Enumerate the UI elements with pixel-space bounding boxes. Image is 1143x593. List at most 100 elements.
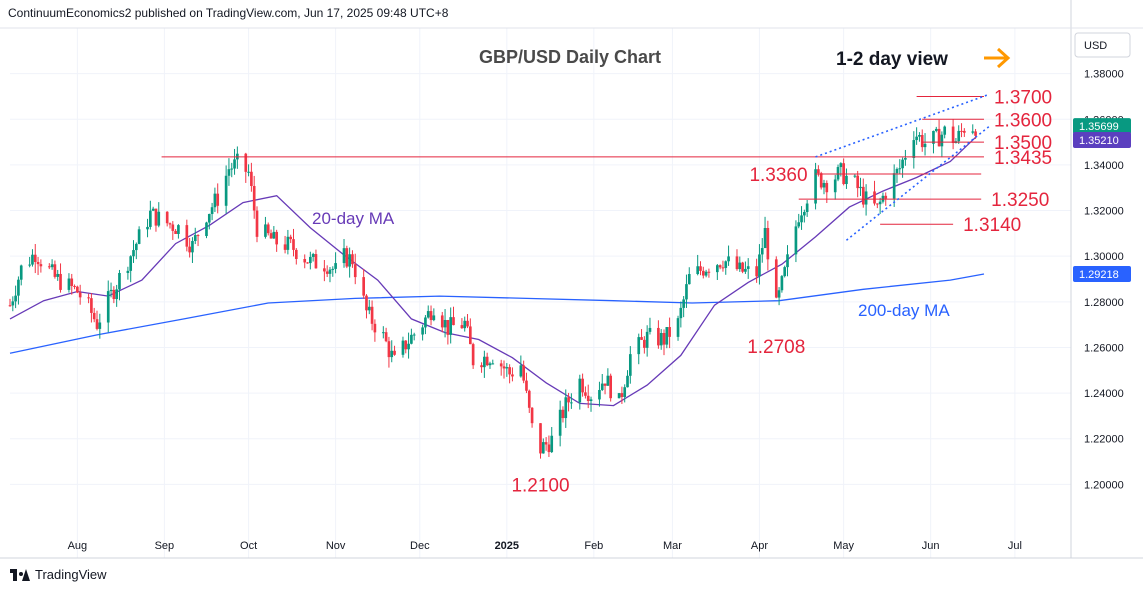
candle-body xyxy=(746,266,750,269)
candle-body xyxy=(744,268,747,272)
candle xyxy=(589,396,593,412)
candle-body xyxy=(36,261,40,265)
candle-body xyxy=(875,203,879,205)
candle xyxy=(522,360,525,384)
ma20-tag-label: 1.35210 xyxy=(1079,135,1119,147)
candle xyxy=(154,208,158,232)
ma200-layer xyxy=(9,273,985,354)
candle-body xyxy=(348,254,351,267)
candle xyxy=(109,282,113,298)
candle-body xyxy=(578,378,582,403)
candle-body xyxy=(196,235,200,237)
candle xyxy=(129,255,133,283)
candle xyxy=(934,126,938,133)
candle xyxy=(98,313,102,339)
candle-body xyxy=(306,262,309,264)
candle-body xyxy=(269,233,273,239)
candle xyxy=(468,318,472,345)
candle xyxy=(755,258,758,283)
level-label: 1.3360 xyxy=(749,165,807,186)
candle xyxy=(216,183,220,214)
candle-body xyxy=(283,244,287,250)
candle xyxy=(937,119,941,147)
candle-body xyxy=(859,186,862,189)
x-tick-label: Dec xyxy=(410,540,430,552)
candle-body xyxy=(805,203,809,213)
candle-body xyxy=(56,273,60,277)
candle-body xyxy=(505,367,509,369)
levels-layer xyxy=(161,95,984,225)
candle-body xyxy=(314,254,318,269)
candle xyxy=(679,301,683,328)
candle xyxy=(645,325,649,357)
candle xyxy=(746,258,750,279)
candle xyxy=(550,427,554,454)
candle-body xyxy=(878,201,882,205)
candle-body xyxy=(412,334,416,336)
candle xyxy=(272,226,276,239)
candle-body xyxy=(109,289,113,292)
candle xyxy=(918,132,921,142)
tradingview-logo[interactable]: TradingView xyxy=(10,567,107,582)
candle xyxy=(11,296,15,312)
candle-body xyxy=(345,248,349,267)
candle xyxy=(294,248,298,265)
candle xyxy=(266,222,270,236)
candle-body xyxy=(657,327,660,346)
candle xyxy=(309,251,312,270)
candle-body xyxy=(151,208,155,211)
candle xyxy=(491,359,495,365)
candle-body xyxy=(561,409,565,419)
candle xyxy=(443,309,447,338)
candle xyxy=(567,392,570,412)
candle-body xyxy=(424,317,427,328)
candle xyxy=(662,329,666,356)
candle xyxy=(940,131,944,158)
candle-body xyxy=(309,256,312,264)
candle xyxy=(895,167,899,183)
candle-body xyxy=(328,269,332,274)
candle xyxy=(519,355,523,378)
candle-body xyxy=(264,224,267,237)
y-tick-label: 1.28000 xyxy=(1084,297,1124,309)
candle-body xyxy=(210,207,214,214)
candle xyxy=(367,299,371,315)
candle xyxy=(875,203,879,209)
candle-body xyxy=(567,397,570,403)
candle xyxy=(390,340,394,363)
candle xyxy=(381,326,385,339)
candle-body xyxy=(76,286,79,293)
candle-body xyxy=(33,254,37,262)
candle-body xyxy=(137,229,141,244)
candle xyxy=(643,336,646,354)
candle-body xyxy=(165,211,169,224)
candle-body xyxy=(839,163,843,168)
candle-body xyxy=(185,225,189,247)
candle xyxy=(92,307,96,323)
candle xyxy=(250,162,253,192)
candle-body xyxy=(817,169,820,174)
candle xyxy=(115,284,118,307)
trendline xyxy=(815,93,990,158)
candle xyxy=(289,234,293,244)
candle-body xyxy=(90,298,93,313)
candle-body xyxy=(471,344,475,366)
candle xyxy=(665,327,669,349)
candle-body xyxy=(623,387,627,397)
candle-body xyxy=(758,254,761,277)
candle xyxy=(306,262,309,264)
candle-body xyxy=(92,312,96,320)
candle xyxy=(724,260,728,275)
candle xyxy=(845,168,848,189)
x-tick-label: 2025 xyxy=(495,540,519,552)
candle-body xyxy=(600,383,604,390)
candle-body xyxy=(803,212,806,216)
candle-body xyxy=(193,235,197,242)
candle xyxy=(196,234,200,247)
candle xyxy=(407,332,410,359)
candle xyxy=(449,307,453,344)
candle-body xyxy=(598,389,601,400)
candle xyxy=(598,381,601,407)
candle xyxy=(244,152,248,183)
